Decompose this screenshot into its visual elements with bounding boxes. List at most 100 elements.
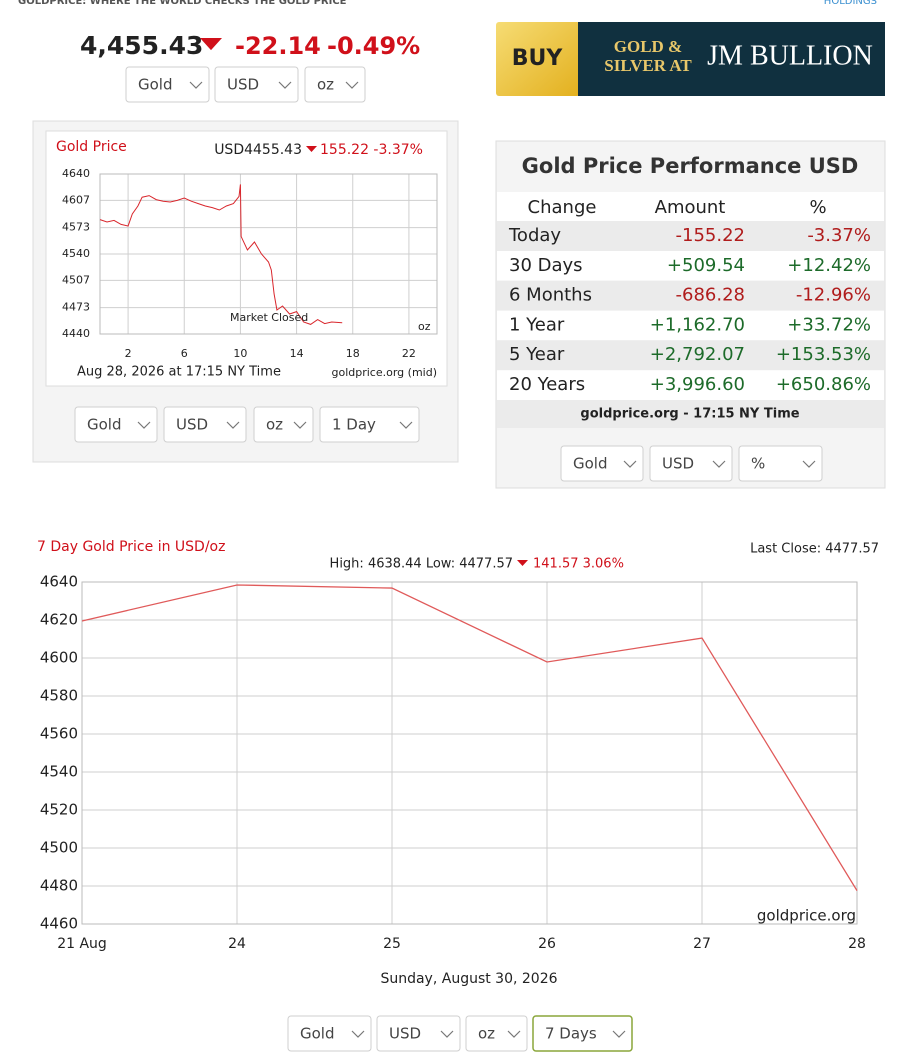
- y-tick-label: 4580: [40, 687, 78, 705]
- x-tick-label: 18: [346, 347, 360, 360]
- down-arrow: [200, 38, 222, 51]
- price-change: -22.14: [235, 32, 321, 60]
- price-percent: -0.49%: [327, 32, 420, 60]
- x-tick-label: 22: [402, 347, 416, 360]
- y-tick-label: 4440: [62, 327, 90, 340]
- select-arrow: [278, 81, 292, 89]
- row-amount: -686.28: [676, 285, 745, 306]
- chart-high-low: High: 4638.44 Low: 4477.57: [330, 557, 513, 572]
- x-tick-label: 26: [538, 936, 556, 952]
- row-amount: +1,162.70: [650, 314, 745, 335]
- ad-line2: SILVER AT: [604, 56, 692, 75]
- chart-title: 7 Day Gold Price in USD/oz: [37, 539, 225, 555]
- y-tick-label: 4573: [62, 221, 90, 234]
- row-amount: +2,792.07: [650, 344, 745, 365]
- price-line: [99, 184, 343, 325]
- select-arrow: [507, 1030, 521, 1038]
- select-label[interactable]: USD: [662, 455, 694, 473]
- y-tick-label: 4500: [40, 839, 78, 857]
- row-percent: +12.42%: [787, 255, 871, 276]
- tagline: GOLDPRICE: WHERE THE WORLD CHECKS THE GO…: [18, 0, 347, 7]
- row-label: 20 Years: [509, 374, 585, 395]
- row-label: 1 Year: [509, 314, 565, 335]
- row-amount: +3,996.60: [650, 374, 745, 395]
- x-axis-label: Sunday, August 30, 2026: [380, 971, 557, 987]
- table-header: Change: [528, 197, 597, 218]
- chart-unit: oz: [418, 320, 431, 333]
- select-box[interactable]: [287, 1015, 372, 1052]
- ad-brand: JM BULLION: [707, 40, 873, 71]
- y-tick-label: 4480: [40, 877, 78, 895]
- select-box[interactable]: [304, 66, 366, 103]
- chart-change: 155.22 -3.37%: [320, 142, 423, 158]
- y-tick-label: 4540: [62, 247, 90, 260]
- select-box[interactable]: [319, 406, 420, 443]
- y-tick-label: 4460: [40, 915, 78, 933]
- select-box[interactable]: [376, 1015, 461, 1052]
- select-label[interactable]: 1 Day: [332, 416, 376, 434]
- plot-frame: [81, 581, 858, 925]
- performance-title: Gold Price Performance USD: [522, 154, 859, 178]
- select-label[interactable]: Gold: [87, 416, 122, 434]
- down-arrow: [306, 146, 317, 153]
- x-tick-label: 6: [181, 347, 188, 360]
- chart-last-close: Last Close: 4477.57: [750, 542, 879, 557]
- select-label[interactable]: USD: [227, 76, 259, 94]
- select-box[interactable]: [125, 66, 210, 103]
- select-arrow: [351, 1030, 365, 1038]
- select-arrow: [802, 460, 816, 468]
- ad-buy-bg[interactable]: [496, 22, 580, 96]
- ad-brand-bg[interactable]: [578, 22, 885, 96]
- select-box[interactable]: [532, 1015, 633, 1052]
- x-tick-label: 2: [125, 347, 132, 360]
- select-box[interactable]: [74, 406, 158, 443]
- y-tick-label: 4607: [62, 193, 90, 206]
- row-label: 6 Months: [509, 285, 592, 306]
- select-arrow: [623, 460, 637, 468]
- select-label[interactable]: 7 Days: [545, 1025, 597, 1043]
- y-tick-label: 4540: [40, 763, 78, 781]
- row-bg: [497, 221, 884, 251]
- select-arrow: [440, 1030, 454, 1038]
- x-tick-label: 25: [383, 936, 401, 952]
- select-label[interactable]: USD: [176, 416, 208, 434]
- select-label[interactable]: oz: [317, 76, 334, 94]
- y-tick-label: 4560: [40, 725, 78, 743]
- select-box[interactable]: [163, 406, 247, 443]
- select-label[interactable]: Gold: [300, 1025, 335, 1043]
- select-arrow: [399, 421, 413, 429]
- select-box[interactable]: [738, 445, 823, 482]
- select-label[interactable]: Gold: [573, 455, 608, 473]
- select-box[interactable]: [253, 406, 314, 443]
- select-arrow: [712, 460, 726, 468]
- holdings-link[interactable]: HOLDINGS: [824, 0, 877, 7]
- select-arrow: [137, 421, 151, 429]
- y-tick-label: 4507: [62, 273, 90, 286]
- chart-footer: Aug 28, 2026 at 17:15 NY Time: [77, 365, 281, 380]
- chart-quote: USD4455.43: [214, 142, 302, 158]
- price-value: 4,455.43: [80, 31, 203, 60]
- ad-buy: BUY: [512, 46, 564, 71]
- select-box[interactable]: [465, 1015, 528, 1052]
- chart-source: goldprice.org: [757, 907, 856, 925]
- select-label[interactable]: oz: [266, 416, 283, 434]
- row-bg: [497, 280, 884, 311]
- chart-title: Gold Price: [56, 139, 127, 155]
- y-tick-label: 4640: [40, 573, 78, 591]
- select-label[interactable]: Gold: [138, 76, 173, 94]
- price-line: [81, 584, 858, 891]
- y-tick-label: 4620: [40, 611, 78, 629]
- select-box[interactable]: [214, 66, 299, 103]
- plot-frame: [99, 173, 438, 335]
- row-percent: +153.53%: [776, 344, 871, 365]
- select-label[interactable]: oz: [478, 1025, 495, 1043]
- select-label[interactable]: %: [751, 455, 765, 473]
- x-tick-label: 14: [290, 347, 304, 360]
- select-box[interactable]: [649, 445, 733, 482]
- select-label[interactable]: USD: [389, 1025, 421, 1043]
- select-box[interactable]: [560, 445, 644, 482]
- x-tick-label: 28: [848, 936, 866, 952]
- select-arrow: [189, 81, 203, 89]
